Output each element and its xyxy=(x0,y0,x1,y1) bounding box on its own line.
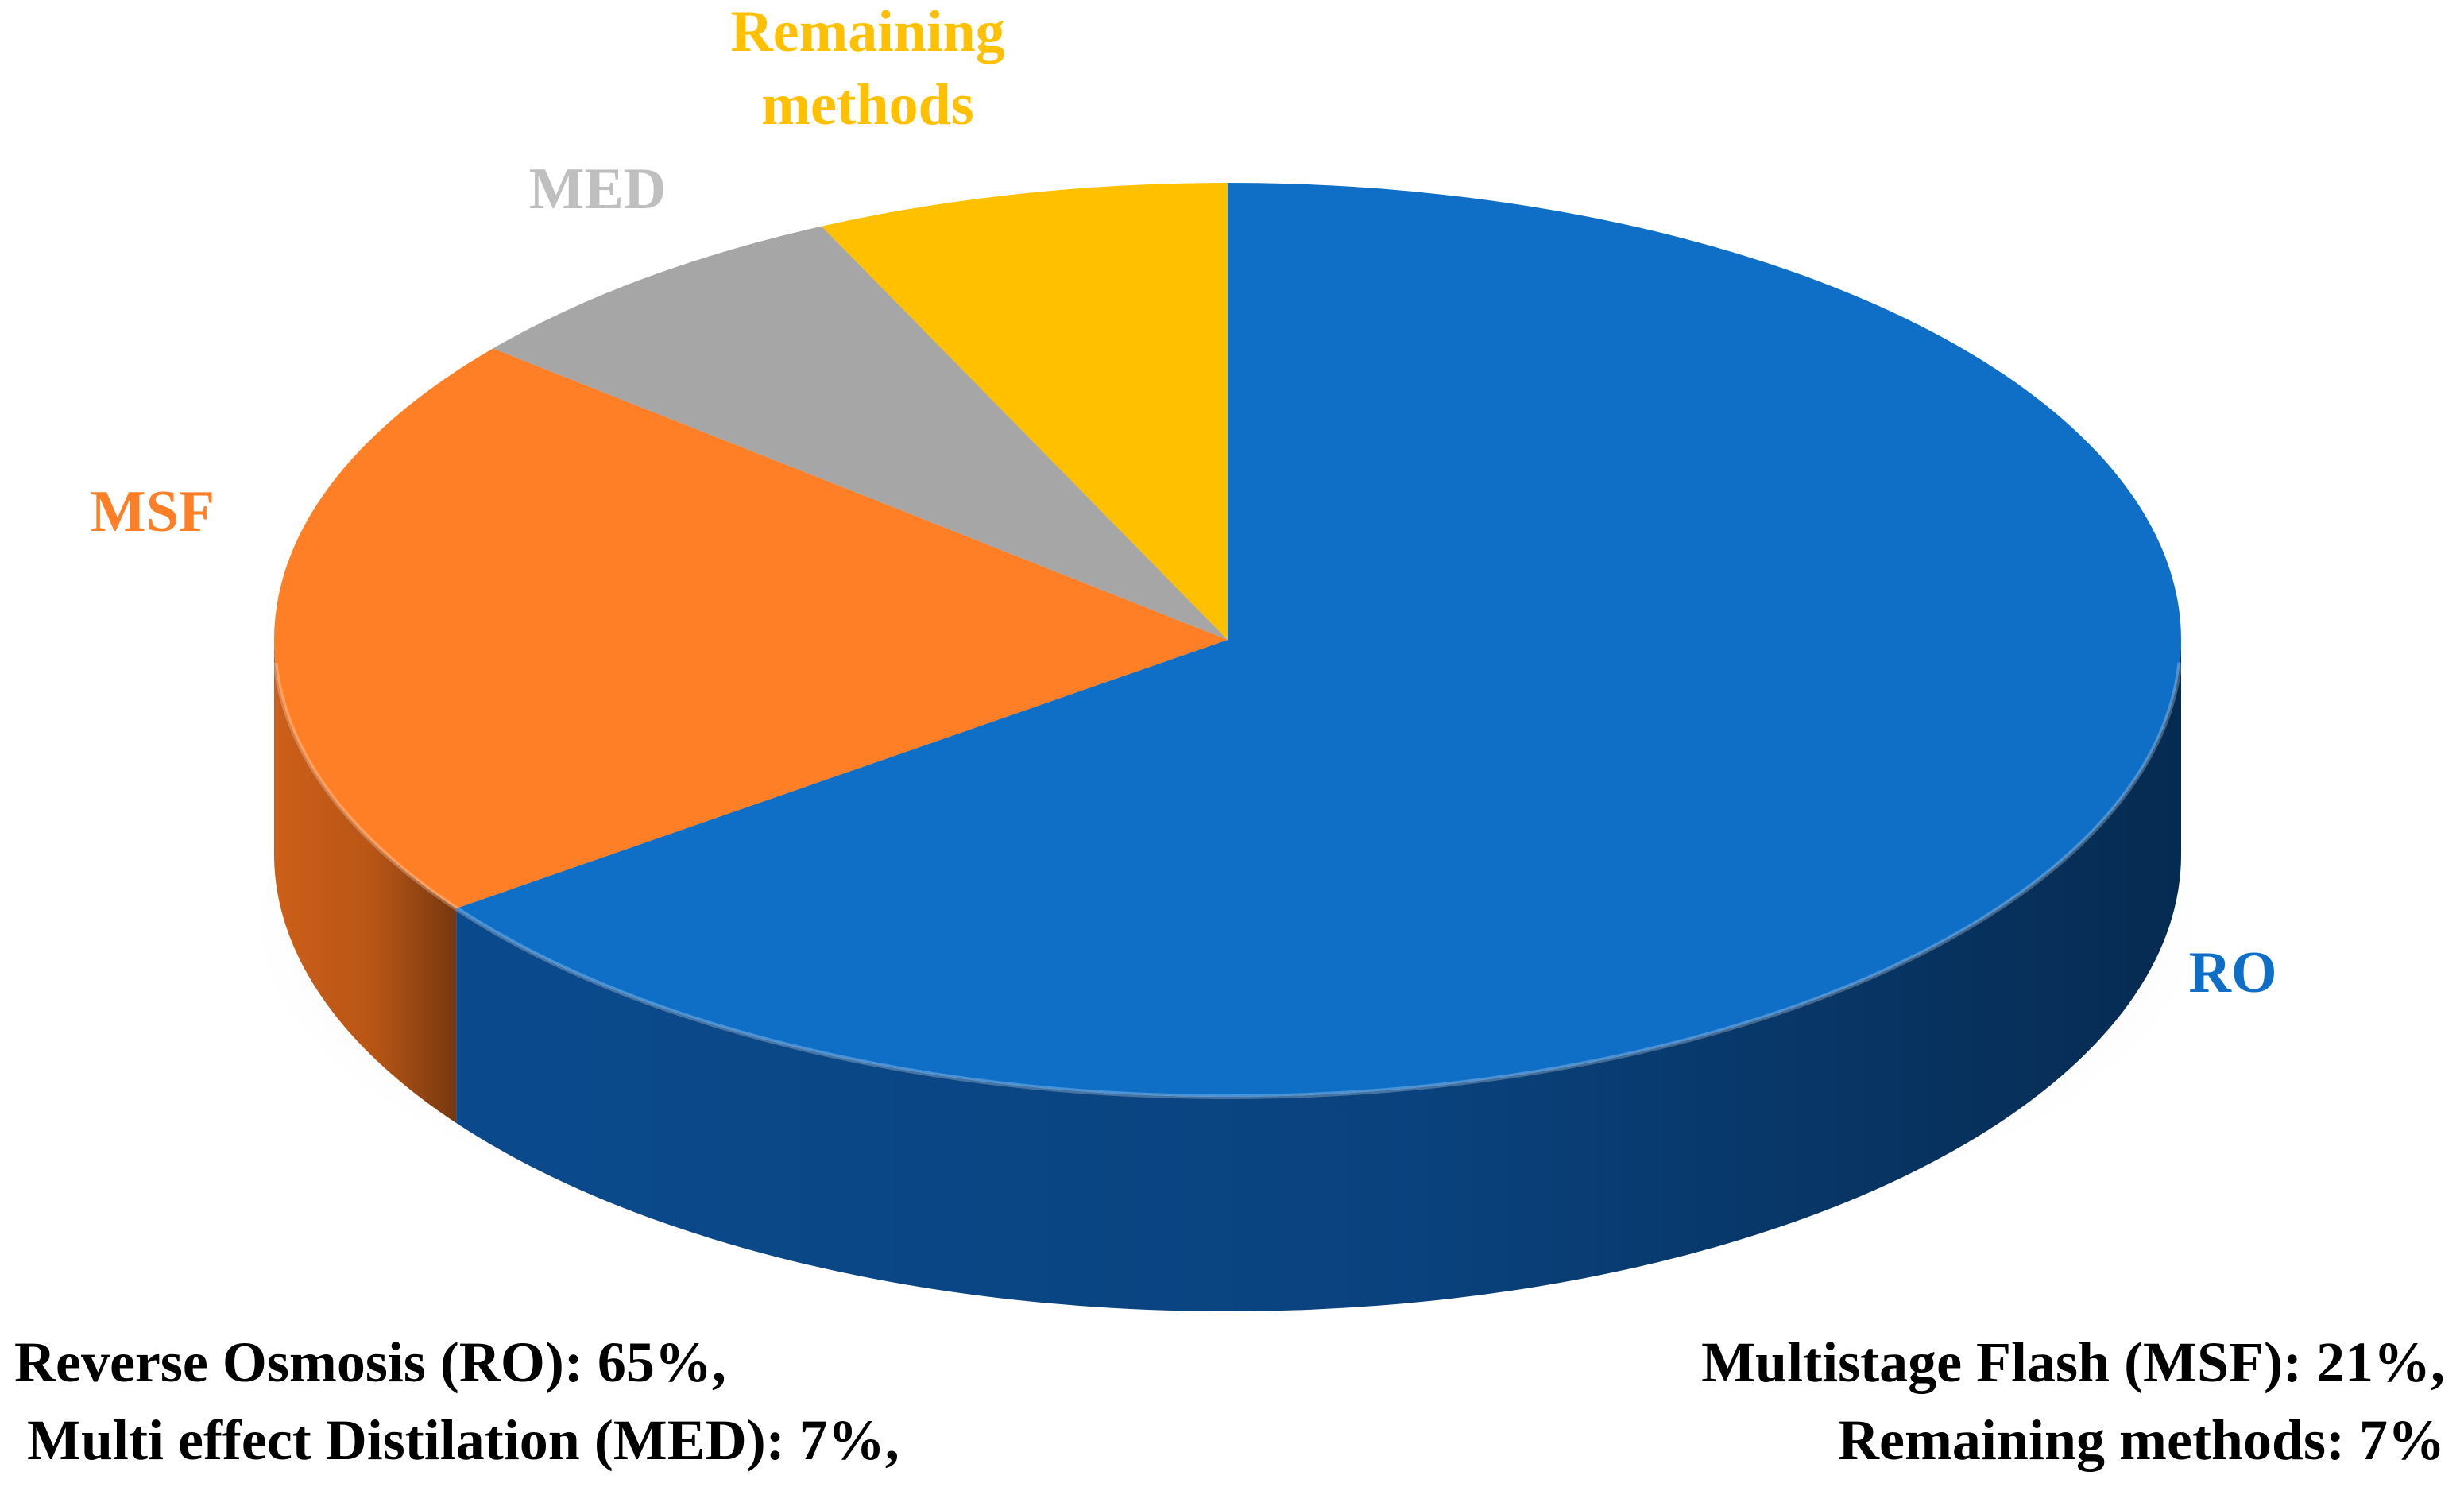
slice-label-line-msf-0: MSF xyxy=(91,479,215,544)
pie-slice-msf xyxy=(274,348,1228,908)
pie-slice-ro xyxy=(456,183,2181,1097)
pie-sides xyxy=(274,640,2181,1312)
pie-rim-highlight xyxy=(273,662,2183,1099)
slice-label-line-remaining-methods-1: methods xyxy=(761,72,973,137)
slice-label-line-med-0: MED xyxy=(529,157,667,222)
slice-label-msf: MSF xyxy=(91,479,215,544)
pie-slice-med xyxy=(493,226,1228,640)
footer-med-value: Multi effect Distilation (MED): 7%, xyxy=(27,1408,899,1472)
pie-labels: RO MSF MED Remaining methods xyxy=(91,0,2277,1005)
footer-msf-value: Multistage Flash (MSF): 21%, xyxy=(1701,1330,2445,1394)
pie-slice-remaining-methods xyxy=(822,183,1228,640)
slice-label-remaining-methods: Remaining methods xyxy=(730,0,1004,137)
footer-remaining-value: Remaining methods: 7% xyxy=(1837,1408,2445,1472)
slice-label-med: MED xyxy=(529,157,667,222)
slice-label-line-remaining-methods-0: Remaining xyxy=(730,0,1004,64)
slice-label-line-ro-0: RO xyxy=(2189,940,2277,1005)
slice-label-ro: RO xyxy=(2189,940,2277,1005)
pie-top xyxy=(273,183,2183,1099)
pie-side-shade-ro xyxy=(456,640,2181,1312)
footer-ro-value: Reverse Osmosis (RO): 65%, xyxy=(14,1330,726,1394)
pie-side-shade-msf xyxy=(274,640,457,1123)
